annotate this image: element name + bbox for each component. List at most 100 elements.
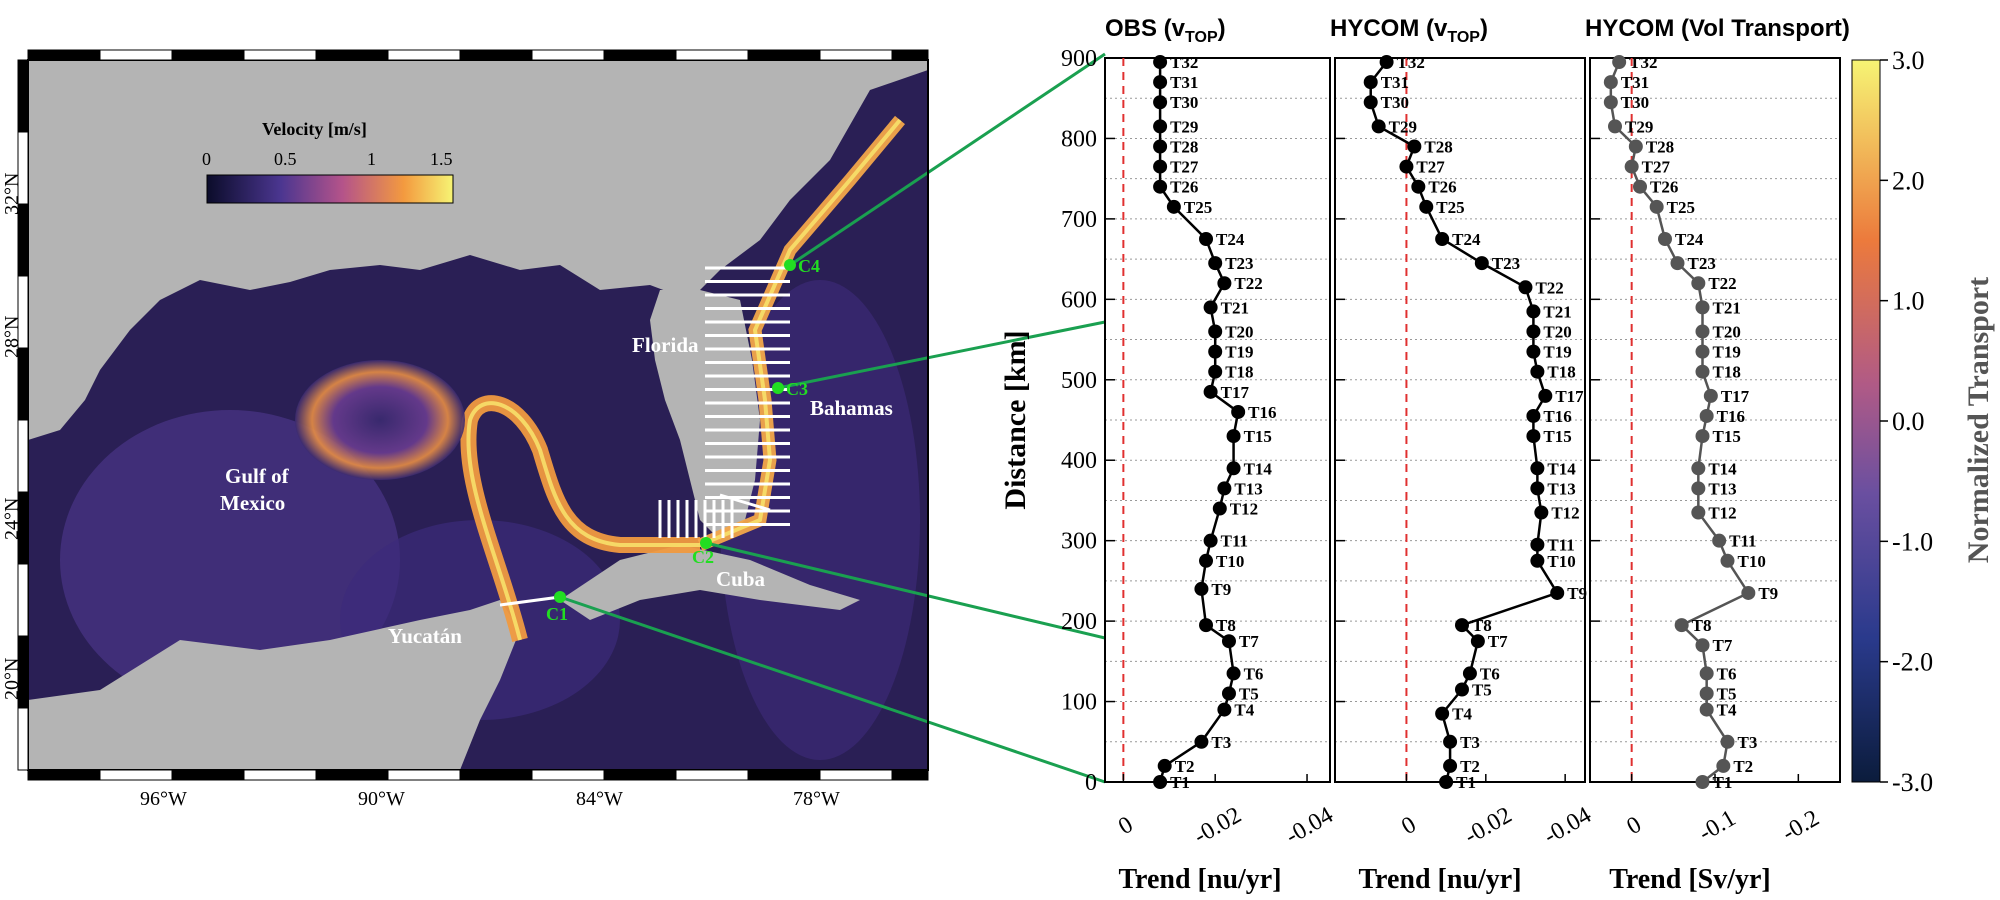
point-label: T22 — [1535, 278, 1563, 297]
point-label: T15 — [1244, 427, 1272, 446]
data-point — [1208, 256, 1223, 271]
point-label: T10 — [1547, 552, 1575, 571]
land-us — [28, 60, 928, 440]
point-label: T4 — [1452, 705, 1472, 724]
y-tick-label: 100 — [1061, 690, 1097, 716]
point-label: T21 — [1221, 298, 1249, 317]
transport-colorbar-ticks: 3.0 2.0 1.0 0.0 -1.0 -2.0 -3.0 — [1880, 46, 1933, 797]
data-point — [1538, 388, 1553, 403]
lon-label: 96°W — [140, 788, 187, 810]
data-point — [1226, 461, 1241, 476]
data-point — [1526, 324, 1541, 339]
data-point — [1691, 276, 1706, 291]
data-point — [1153, 95, 1168, 110]
data-point — [1153, 119, 1168, 134]
map-frame-bars — [17, 49, 929, 781]
y-tick-label: 800 — [1061, 126, 1097, 152]
point-label: T16 — [1248, 403, 1276, 422]
point-label: T7 — [1713, 636, 1733, 655]
data-point — [1217, 702, 1232, 717]
data-point — [1208, 364, 1223, 379]
frame-segment — [171, 769, 245, 781]
panel-2: 0 -0.1 -0.2T1T2T3T4T5T6T7T8T9T10T11T12T13T… — [1589, 53, 1841, 847]
frame-segment — [747, 769, 821, 781]
panel-0: 0 100 200 300 400 500 600 700 800 900 0 -0.02 -0.04 T… — [1061, 46, 1338, 850]
panel-plots: 0 100 200 300 400 500 600 700 800 900 0 -0.02 -0.04 T… — [1061, 46, 1841, 850]
station-c2 — [700, 537, 712, 549]
point-label: T6 — [1244, 664, 1264, 683]
x-tick-label: -0.04 — [1540, 802, 1596, 850]
data-point — [1658, 232, 1672, 246]
point-label: T6 — [1717, 664, 1737, 683]
lon-label: 90°W — [358, 788, 405, 810]
frame-segment — [243, 49, 317, 61]
point-label: T28 — [1424, 137, 1452, 156]
transect-lines — [499, 266, 790, 607]
connector-c3 — [777, 320, 1106, 390]
point-label: T29 — [1170, 117, 1198, 136]
data-point — [1153, 775, 1168, 789]
point-label: T18 — [1713, 363, 1741, 382]
data-point — [1217, 276, 1232, 291]
data-point — [1720, 734, 1735, 749]
ocean-texture — [60, 410, 400, 710]
y-axis-label: Distance [km] — [999, 330, 1032, 509]
point-label: T26 — [1428, 178, 1456, 197]
point-label: T1 — [1170, 773, 1190, 792]
point-label: T20 — [1543, 323, 1571, 342]
frame-segment — [675, 769, 749, 781]
point-label: T12 — [1230, 499, 1258, 518]
data-point — [1474, 256, 1489, 271]
x-tick-label: 0 — [1622, 812, 1645, 841]
point-label: T32 — [1397, 53, 1425, 72]
data-point — [1203, 384, 1218, 399]
data-point — [1226, 429, 1241, 444]
x-tick-label: -0.02 — [1190, 802, 1246, 850]
data-point — [1462, 666, 1477, 681]
point-label: T26 — [1170, 178, 1198, 197]
lat-label: 32°N — [1, 173, 23, 215]
point-label: T20 — [1713, 323, 1741, 342]
label-gulf-of: Gulf of — [225, 464, 290, 488]
frame-segment — [387, 769, 461, 781]
frame-segment — [819, 769, 893, 781]
point-label: T27 — [1642, 158, 1671, 177]
data-point — [1518, 280, 1533, 295]
point-label: T29 — [1389, 117, 1417, 136]
data-point — [1526, 304, 1541, 319]
data-point — [1371, 119, 1386, 134]
station-label-c4: C4 — [798, 256, 820, 276]
label-florida: Florida — [632, 333, 699, 357]
point-label: T7 — [1488, 632, 1508, 651]
transport-colorbar-gradient — [1851, 59, 1881, 783]
land-yucatan — [28, 600, 520, 770]
point-label: T8 — [1216, 616, 1236, 635]
panel-frame — [1104, 57, 1331, 783]
data-point — [1231, 404, 1246, 419]
panel-title-hycom-vt: HYCOM (Vol Transport) — [1585, 15, 1850, 42]
lon-label: 78°W — [793, 788, 840, 810]
point-label: T31 — [1621, 73, 1649, 92]
data-point — [1670, 256, 1685, 271]
y-tick-label: 300 — [1061, 529, 1097, 555]
frame-segment — [459, 49, 533, 61]
data-point — [1153, 139, 1168, 154]
data-point — [1603, 75, 1618, 90]
point-label: T17 — [1555, 387, 1584, 406]
point-label: T27 — [1170, 158, 1199, 177]
station-label-c3: C3 — [786, 379, 808, 399]
data-point — [1212, 501, 1227, 516]
data-point — [1221, 686, 1236, 701]
velocity-tick: 1 — [367, 149, 376, 169]
data-point — [1199, 618, 1214, 633]
point-label: T19 — [1543, 343, 1571, 362]
data-point — [1720, 553, 1735, 568]
point-label: T4 — [1234, 701, 1254, 720]
colorbar-tick-label: 2.0 — [1892, 166, 1925, 195]
frame-segment — [171, 49, 245, 61]
point-label: T18 — [1547, 363, 1575, 382]
data-point — [1194, 734, 1209, 749]
frame-segment — [17, 563, 29, 637]
point-label: T10 — [1216, 552, 1244, 571]
point-label: T15 — [1713, 427, 1741, 446]
